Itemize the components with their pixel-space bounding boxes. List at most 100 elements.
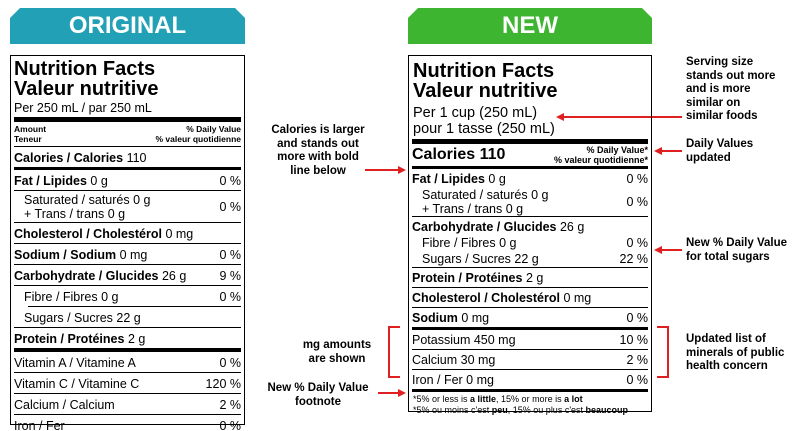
annotation-line: Calories is larger (271, 124, 365, 136)
nutrient: Cholesterol / Cholestérol 0 mg (14, 227, 193, 241)
annotation: Daily Values updated (686, 138, 796, 165)
dv-header-line: % Daily Value (186, 124, 241, 134)
annotation-line: footnote (295, 395, 341, 408)
nutrient: Sodium 0 mg (412, 311, 489, 325)
annotation: Calories is larger and stands out more wit… (262, 124, 374, 178)
bracket (657, 326, 669, 378)
rule (412, 307, 648, 308)
daily-value: 0 % (626, 194, 648, 209)
nutrient: Fibre / Fibres 0 g (412, 236, 516, 250)
label-header: ORIGINAL (68, 12, 187, 39)
annotation-line: updated (686, 151, 731, 164)
nutrient: Cholesterol / Cholestérol 0 mg (412, 291, 591, 305)
new-tab (408, 8, 652, 44)
nutrient-row: Calcium 30 mg 2 % (412, 351, 648, 369)
nutrient-row: Protein / Protéines 2 g (412, 269, 648, 287)
dv-header-line: % Daily Value* (586, 145, 648, 155)
annotation: mg amounts are shown (292, 339, 382, 366)
annotation-line: and stands out (277, 137, 359, 150)
nutrient-row: Sugars / Sucres 22 g (14, 308, 241, 327)
daily-value: 10 % (619, 333, 649, 347)
nutrient: Fat / Lipides 0 g (412, 172, 506, 186)
footnote-part: , 15% or more is (496, 394, 565, 404)
annotation-line: Serving size (686, 56, 754, 68)
nutrient-amount: 0 mg (563, 291, 592, 305)
annotation-line: New % Daily Value (686, 237, 787, 249)
nutrient: Sugars / Sucres 22 g (412, 252, 539, 266)
nutrient-row: Carbohydrate / Glucides 26 g (412, 218, 648, 235)
label-title: Nutrition Facts (413, 60, 555, 82)
nutrient-amount: Vitamin C / Vitamine C (14, 376, 140, 391)
nutrient: Calories / Calories 110 (14, 151, 147, 165)
nutrient-row: Iron / Fer 0 % (14, 416, 241, 431)
rule (14, 117, 241, 122)
nutrient-row: Fat / Lipides 0 g 0 % (14, 171, 241, 190)
daily-value: 2 % (219, 397, 241, 412)
daily-value: 22 % (619, 251, 649, 266)
annotation-line: stands out more (686, 69, 776, 82)
nutrient-amount: 0 mg (165, 226, 194, 241)
nutrient-row: Fibre / Fibres 0 g 0 % (14, 287, 241, 306)
footnote-part: , 15% ou plus c'est (507, 404, 586, 415)
annotation-line: Updated list of (686, 333, 766, 345)
nutrient: Iron / Fer (14, 419, 65, 431)
nutrient-amount: Fibre / Fibres 0 g (24, 289, 119, 304)
nutrient-amount: Sugars / Sucres 22 g (422, 251, 539, 266)
nutrient-name: Calories / Calories (14, 150, 124, 165)
daily-value: 0 % (219, 173, 241, 188)
nutrient-row: Sodium / Sodium 0 mg 0 % (14, 245, 241, 264)
label-title: Nutrition Facts (14, 58, 156, 80)
daily-value: 0 % (219, 355, 241, 370)
label-box (408, 55, 652, 412)
serving: pour 1 tasse (250 mL) (413, 121, 555, 137)
rule (412, 166, 648, 169)
nutrient-row: Vitamin C / Vitamine C 120 % (14, 374, 241, 393)
daily-value: 0 % (626, 311, 648, 325)
nutrient-line: Saturated / saturés 0 g (24, 193, 151, 207)
daily-value: 0 % (626, 171, 648, 186)
rule (412, 267, 648, 268)
daily-value: 0 % (626, 373, 648, 387)
footnote-part: *5% ou moins c'est (413, 404, 492, 415)
nutrient: Saturated / saturés 0 g + Trans / trans 0… (412, 188, 548, 216)
nutrient: Potassium 450 mg (412, 333, 516, 347)
footnote-part: beaucoup (585, 404, 629, 415)
daily-value: 0 % (626, 235, 648, 250)
rule (14, 285, 241, 286)
footnote-line: *5% ou moins c'est peu, 15% ou plus c'es… (413, 405, 628, 416)
rule (14, 222, 241, 223)
nutrient-name: Fat / Lipides (412, 171, 485, 186)
daily-value: 0 % (219, 200, 241, 214)
nutrient-amount: 0 g (90, 173, 108, 188)
label-title: Valeur nutritive (14, 78, 159, 100)
nutrient: Protein / Protéines 2 g (14, 332, 145, 346)
rule (14, 264, 241, 265)
serving: Per 250 mL / par 250 mL (14, 101, 152, 115)
annotation-line: for total sugars (686, 250, 770, 263)
nutrient-amount: 2 g (525, 271, 544, 285)
nutrient-amount: 0 mg (119, 247, 148, 262)
annotation-line: health concern (686, 360, 768, 372)
nutrient-amount: Fibre / Fibres 0 g (422, 235, 517, 250)
nutrient: Calcium 30 mg (412, 353, 495, 367)
nutrient-row: Protein / Protéines 2 g (14, 329, 241, 348)
nutrient-row: Saturated / saturés 0 g + Trans / trans 0… (14, 192, 241, 222)
nutrient-amount: 26 g (559, 219, 585, 234)
nutrient-row: Cholesterol / Cholestérol 0 mg (412, 289, 648, 307)
annotation: New % Daily Value footnote (262, 382, 374, 409)
annotation-line: more with bold (277, 151, 359, 163)
rule (14, 190, 241, 191)
rule (412, 327, 648, 330)
annotation-line: and is more (686, 83, 751, 95)
nutrient-name: Sodium / Sodium (14, 247, 117, 262)
nutrient: Sodium / Sodium 0 mg (14, 248, 147, 262)
annotation-line: New % Daily Value (267, 382, 369, 394)
nutrient: Calories 110 (412, 146, 505, 164)
nutrient-line: + Trans / trans 0 g (24, 207, 126, 221)
rule (412, 139, 648, 144)
serving: Per 1 cup (250 mL) (413, 105, 538, 121)
amount-header: Amount Teneur (14, 124, 46, 144)
nutrient: Vitamin C / Vitamine C (14, 377, 139, 391)
rule (14, 167, 241, 170)
